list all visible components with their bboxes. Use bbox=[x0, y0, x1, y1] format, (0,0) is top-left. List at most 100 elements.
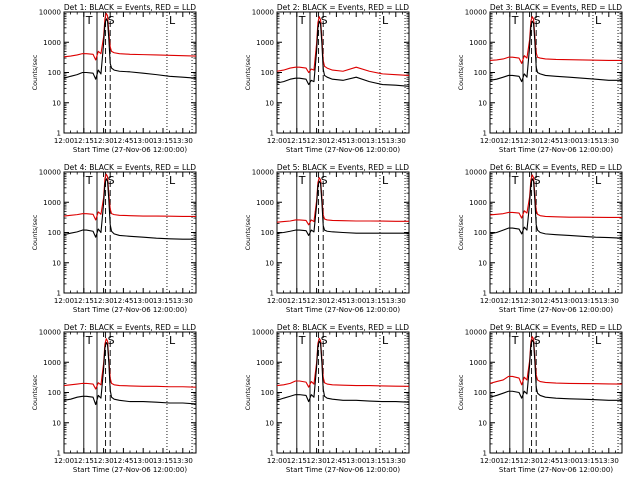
y-tick-label: 100 bbox=[474, 69, 487, 77]
detector-panel-8: 1 10 100 1000 10000 12:00 12:15 12:30 12:45 13:00… bbox=[244, 323, 410, 474]
lld-series-line bbox=[276, 16, 410, 76]
x-axis-label: Start Time (27-Nov-06 12:00:00) bbox=[499, 306, 613, 314]
marker-label: L bbox=[382, 334, 389, 347]
panel-title: Det 2: BLACK = Events, RED = LLD bbox=[277, 3, 409, 12]
detector-panel-3: 1 10 100 1000 10000 12:00 12:15 12:30 12:45 13:00… bbox=[457, 3, 623, 154]
y-tick-label: 10 bbox=[52, 259, 61, 267]
y-tick-label: 10000 bbox=[39, 9, 61, 17]
marker-label: T bbox=[85, 14, 93, 27]
y-tick-label: 1 bbox=[270, 290, 274, 298]
marker-label: S bbox=[321, 334, 328, 347]
detector-panel-7: 1 10 100 1000 10000 12:00 12:15 12:30 12:45 13:00… bbox=[31, 323, 197, 474]
marker-label: L bbox=[169, 334, 176, 347]
x-tick-label: 12:15 bbox=[287, 297, 307, 305]
x-tick-label: 12:15 bbox=[287, 137, 307, 145]
x-tick-label: 13:15 bbox=[579, 297, 599, 305]
x-tick-label: 12:00 bbox=[267, 297, 287, 305]
panel-title: Det 7: BLACK = Events, RED = LLD bbox=[64, 323, 196, 332]
marker-label: L bbox=[382, 14, 389, 27]
y-tick-label: 10 bbox=[265, 419, 274, 427]
y-axis-label: Counts/sec bbox=[457, 54, 465, 90]
panel-title: Det 3: BLACK = Events, RED = LLD bbox=[490, 3, 622, 12]
x-tick-label: 13:00 bbox=[559, 137, 579, 145]
events-series-line bbox=[276, 180, 409, 236]
y-tick-label: 10 bbox=[478, 259, 487, 267]
x-tick-label: 13:30 bbox=[599, 137, 619, 145]
y-tick-label: 1000 bbox=[256, 359, 274, 367]
x-tick-label: 13:00 bbox=[346, 297, 366, 305]
x-tick-label: 12:30 bbox=[520, 457, 540, 465]
x-tick-label: 12:00 bbox=[54, 137, 74, 145]
events-series-line bbox=[63, 18, 197, 80]
y-tick-label: 100 bbox=[474, 229, 487, 237]
marker-label: T bbox=[298, 334, 306, 347]
x-tick-label: 12:00 bbox=[267, 137, 287, 145]
y-tick-label: 1000 bbox=[469, 359, 487, 367]
x-tick-label: 13:15 bbox=[153, 297, 173, 305]
x-axis-label: Start Time (27-Nov-06 12:00:00) bbox=[286, 306, 400, 314]
lld-series-line bbox=[276, 177, 409, 226]
marker-label: T bbox=[298, 14, 306, 27]
y-tick-label: 1 bbox=[483, 450, 487, 458]
y-tick-label: 1000 bbox=[43, 39, 61, 47]
x-tick-label: 12:15 bbox=[74, 457, 94, 465]
x-tick-label: 12:15 bbox=[500, 137, 520, 145]
x-tick-label: 12:30 bbox=[520, 297, 540, 305]
x-axis-label: Start Time (27-Nov-06 12:00:00) bbox=[73, 146, 187, 154]
y-axis-label: Counts/sec bbox=[457, 374, 465, 410]
x-axis-label: Start Time (27-Nov-06 12:00:00) bbox=[499, 146, 613, 154]
x-tick-label: 13:00 bbox=[559, 297, 579, 305]
marker-label: S bbox=[108, 174, 115, 187]
y-tick-label: 10000 bbox=[252, 9, 274, 17]
x-tick-label: 12:45 bbox=[326, 297, 346, 305]
y-axis-label: Counts/sec bbox=[31, 54, 39, 90]
marker-label: S bbox=[534, 14, 541, 27]
x-tick-label: 12:00 bbox=[54, 297, 74, 305]
y-tick-label: 10000 bbox=[465, 329, 487, 337]
x-tick-label: 13:00 bbox=[346, 457, 366, 465]
x-tick-label: 12:00 bbox=[54, 457, 74, 465]
y-tick-label: 10 bbox=[478, 419, 487, 427]
y-tick-label: 10000 bbox=[39, 169, 61, 177]
y-tick-label: 100 bbox=[261, 389, 274, 397]
x-tick-label: 12:45 bbox=[539, 137, 559, 145]
y-tick-label: 10 bbox=[52, 99, 61, 107]
x-tick-label: 12:45 bbox=[539, 297, 559, 305]
events-series-line bbox=[489, 178, 623, 239]
x-axis-label: Start Time (27-Nov-06 12:00:00) bbox=[73, 466, 187, 474]
marker-label: T bbox=[85, 334, 93, 347]
x-tick-label: 12:30 bbox=[94, 137, 114, 145]
marker-label: L bbox=[595, 14, 602, 27]
x-tick-label: 12:45 bbox=[539, 457, 559, 465]
y-axis-label: Counts/sec bbox=[31, 214, 39, 250]
x-tick-label: 13:30 bbox=[599, 297, 619, 305]
y-tick-label: 100 bbox=[48, 389, 61, 397]
x-tick-label: 13:15 bbox=[153, 457, 173, 465]
x-tick-label: 13:30 bbox=[173, 137, 193, 145]
x-tick-label: 12:15 bbox=[287, 457, 307, 465]
detector-panel-9: 1 10 100 1000 10000 12:00 12:15 12:30 12:45 13:00… bbox=[457, 323, 623, 474]
x-tick-label: 12:15 bbox=[500, 457, 520, 465]
x-tick-label: 13:30 bbox=[599, 457, 619, 465]
x-tick-label: 12:30 bbox=[94, 457, 114, 465]
y-tick-label: 100 bbox=[474, 389, 487, 397]
events-series-line bbox=[63, 341, 197, 406]
lld-series-line bbox=[276, 337, 410, 388]
y-axis-label: Counts/sec bbox=[244, 214, 252, 250]
x-tick-label: 13:15 bbox=[153, 137, 173, 145]
marker-label: T bbox=[511, 334, 519, 347]
y-tick-label: 100 bbox=[48, 69, 61, 77]
y-tick-label: 10 bbox=[265, 99, 274, 107]
marker-label: S bbox=[534, 174, 541, 187]
marker-label: T bbox=[511, 14, 519, 27]
x-tick-label: 12:45 bbox=[113, 297, 133, 305]
x-tick-label: 12:15 bbox=[74, 137, 94, 145]
y-axis-label: Counts/sec bbox=[457, 214, 465, 250]
y-tick-label: 1 bbox=[270, 130, 274, 138]
lld-series-line bbox=[489, 174, 622, 219]
detector-panel-6: 1 10 100 1000 10000 12:00 12:15 12:30 12:45 13:00… bbox=[457, 163, 623, 314]
panel-title: Det 1: BLACK = Events, RED = LLD bbox=[64, 3, 196, 12]
y-tick-label: 1000 bbox=[256, 199, 274, 207]
x-tick-label: 12:00 bbox=[480, 137, 500, 145]
